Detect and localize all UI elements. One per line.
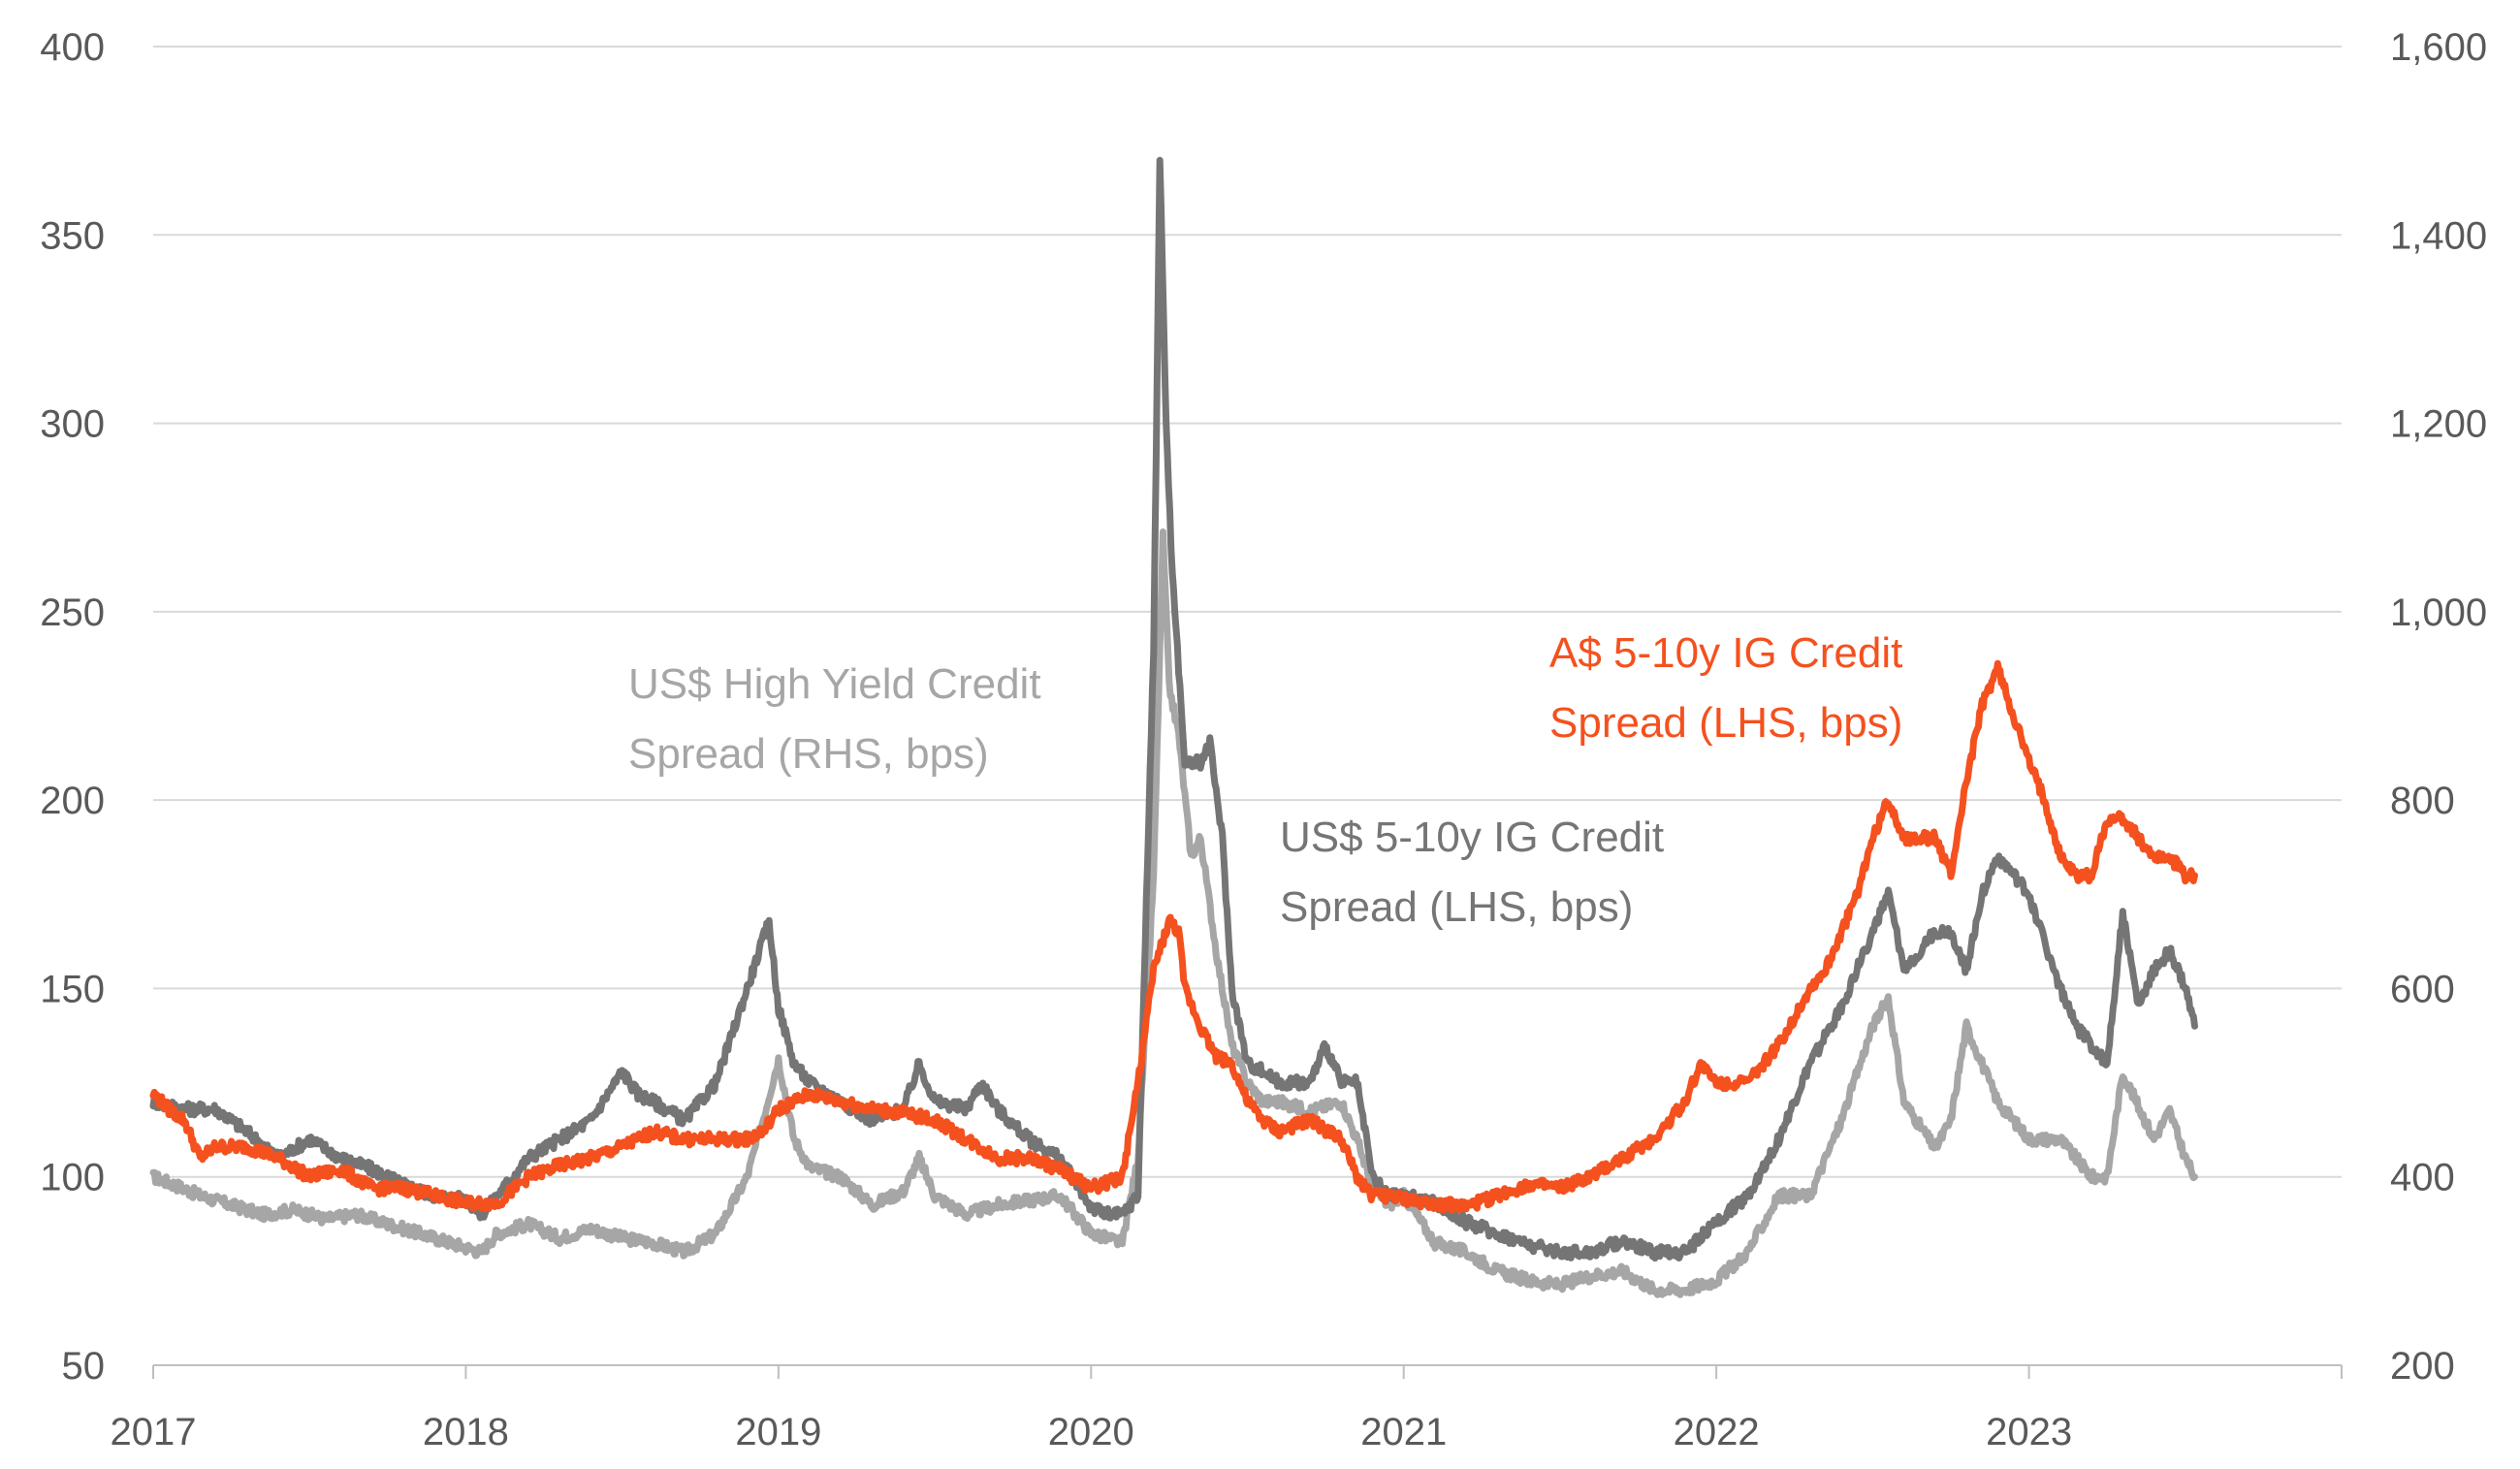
annotation-line: US$ High Yield Credit <box>628 660 1041 708</box>
series-line-us_hy <box>149 528 2198 1298</box>
annotation-au_ig: A$ 5-10y IG Credit Spread (LHS, bps) <box>1549 629 1902 747</box>
x-tick-label: 2023 <box>1986 1411 2072 1453</box>
x-tick-label: 2017 <box>111 1411 197 1453</box>
y-left-tick-label: 250 <box>40 591 105 634</box>
y-right-tick-label: 1,600 <box>2390 26 2487 69</box>
annotation-line: A$ 5-10y IG Credit <box>1549 629 1902 677</box>
y-left-tick-label: 50 <box>62 1345 106 1388</box>
series-lines <box>149 156 2198 1298</box>
x-tick-label: 2022 <box>1674 1411 1760 1453</box>
y-right-tick-label: 1,000 <box>2390 591 2487 634</box>
annotation-line: Spread (LHS, bps) <box>1549 699 1902 747</box>
y-axis-left: 50 100 150 200 250 300 350 400 <box>40 26 105 1388</box>
y-right-tick-label: 600 <box>2390 968 2455 1010</box>
y-left-tick-label: 350 <box>40 214 105 257</box>
x-axis: 2017 2018 2019 2020 2021 2022 2023 <box>111 1364 2343 1453</box>
y-left-tick-label: 100 <box>40 1157 105 1199</box>
y-left-tick-label: 150 <box>40 968 105 1010</box>
series-annotations: US$ High Yield Credit Spread (RHS, bps)US… <box>628 629 1902 931</box>
y-right-tick-label: 400 <box>2390 1157 2455 1199</box>
y-right-tick-label: 800 <box>2390 780 2455 822</box>
series-line-au_ig <box>149 659 2198 1214</box>
x-tick-label: 2019 <box>735 1411 821 1453</box>
x-tick-label: 2021 <box>1360 1411 1447 1453</box>
x-tick-label: 2018 <box>423 1411 509 1453</box>
y-axis-right: 200 400 600 800 1,000 1,200 1,400 1,600 <box>2390 26 2487 1388</box>
gridlines <box>153 46 2342 1178</box>
y-right-tick-label: 1,400 <box>2390 214 2487 257</box>
annotation-us_hy: US$ High Yield Credit Spread (RHS, bps) <box>628 660 1041 778</box>
y-left-tick-label: 400 <box>40 26 105 69</box>
annotation-line: US$ 5-10y IG Credit <box>1280 814 1664 861</box>
annotation-line: Spread (LHS, bps) <box>1280 883 1633 931</box>
y-right-tick-label: 1,200 <box>2390 403 2487 446</box>
y-right-tick-label: 200 <box>2390 1345 2455 1388</box>
x-tick-label: 2020 <box>1048 1411 1134 1453</box>
annotation-line: Spread (RHS, bps) <box>628 730 989 778</box>
annotation-us_ig: US$ 5-10y IG Credit Spread (LHS, bps) <box>1280 814 1664 931</box>
y-left-tick-label: 200 <box>40 780 105 822</box>
y-left-tick-label: 300 <box>40 403 105 446</box>
